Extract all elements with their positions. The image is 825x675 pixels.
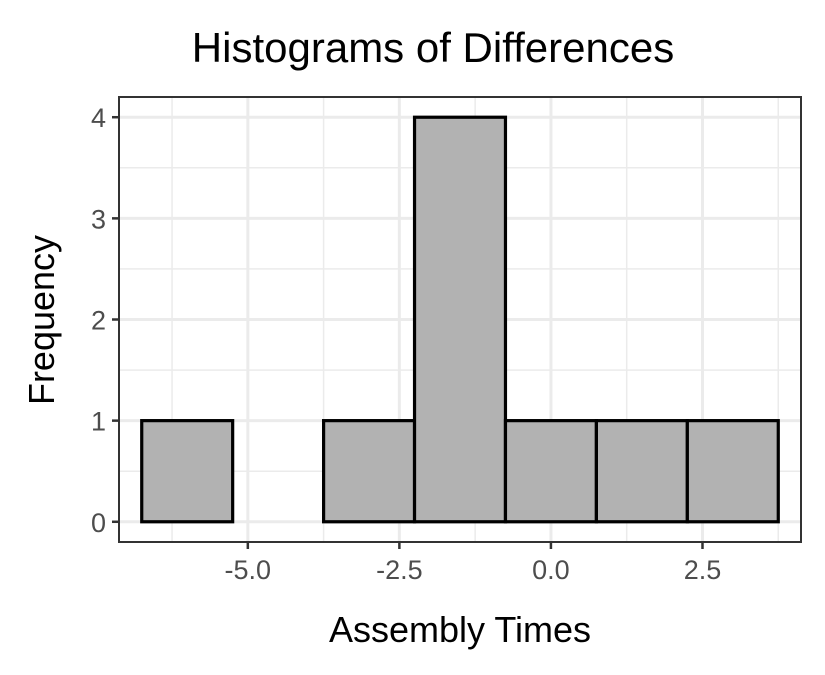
y-tick-label-0: 0 — [91, 508, 106, 538]
y-axis-title: Frequency — [21, 235, 62, 405]
histogram-bar-0 — [140, 419, 235, 524]
histogram-bar-2 — [322, 419, 417, 524]
y-tick-label-4: 4 — [91, 103, 106, 133]
axis-ticks: 0 1 2 3 4 -5.0 -2.5 0.0 2.5 — [91, 103, 721, 585]
histogram-bar-6 — [685, 419, 780, 524]
y-tick-label-3: 3 — [91, 204, 106, 234]
y-tick-label-2: 2 — [91, 306, 106, 336]
chart-title: Histograms of Differences — [192, 24, 674, 71]
x-tick-label-2: 0.0 — [532, 555, 570, 585]
histogram-bar-5 — [594, 419, 689, 524]
x-tick-label-1: -2.5 — [376, 555, 423, 585]
bars — [140, 115, 780, 524]
histogram-bar-4 — [503, 419, 599, 524]
histogram-bar-3 — [412, 115, 508, 524]
x-axis-title: Assembly Times — [329, 609, 591, 650]
x-tick-label-0: -5.0 — [225, 555, 272, 585]
y-tick-label-1: 1 — [91, 407, 106, 437]
x-tick-label-3: 2.5 — [684, 555, 722, 585]
